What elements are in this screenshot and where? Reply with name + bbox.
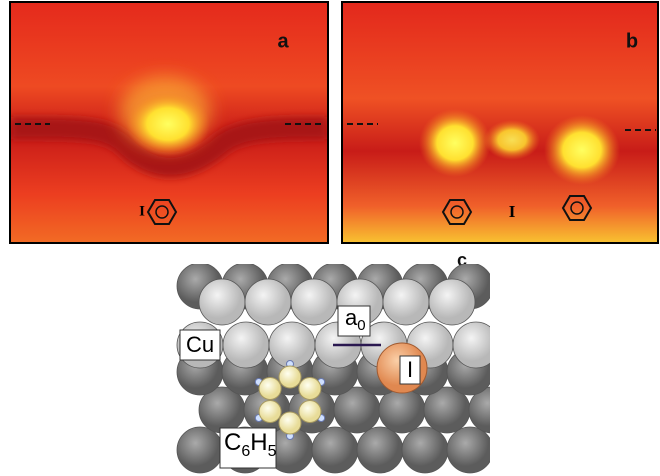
benzene-icon (441, 199, 473, 225)
cu-atom (428, 278, 476, 326)
label-box (399, 355, 421, 385)
cu-atom (198, 278, 246, 326)
label-box (337, 305, 371, 337)
panel-label: a (277, 30, 289, 52)
carbon-atom (278, 411, 302, 435)
lattice-main: a (345, 305, 358, 330)
substrate-label: Cu (186, 332, 214, 357)
carbon-atom (298, 377, 322, 400)
cu-atom (401, 426, 449, 474)
cu-atom (446, 426, 490, 474)
benzene-icon (155, 205, 169, 219)
cu-atom (311, 426, 359, 474)
benzene-icon (450, 205, 464, 219)
stm-image (11, 3, 327, 242)
stm-image (343, 3, 657, 242)
cu-atom (244, 278, 292, 326)
phenyl-part: H (250, 429, 267, 456)
carbon-atom (258, 377, 282, 400)
iodine-label: I (509, 202, 516, 221)
lattice-sub: 0 (357, 317, 365, 334)
carbon-atom (278, 365, 302, 389)
panel-label: c (457, 250, 467, 270)
cu-atom (452, 321, 490, 369)
labels: a0 Cu C6H5 I (179, 305, 421, 469)
label-box (179, 329, 221, 361)
panel-label: b (626, 30, 638, 52)
carbon-atom (298, 400, 322, 423)
cu-atom (176, 426, 224, 474)
lattice-label: a0 (345, 305, 366, 334)
cu-atom (382, 278, 430, 326)
cu-atom (222, 321, 270, 369)
phenyl-label: C6H5 (224, 429, 277, 460)
benzene-icon (561, 195, 593, 221)
cu-atom (356, 426, 404, 474)
benzene-icon (146, 199, 178, 225)
phenyl-part: 6 (241, 443, 250, 460)
cu-atom (468, 386, 490, 434)
phenyl-part: 5 (268, 443, 277, 460)
label-box (219, 427, 277, 469)
iodine-label: I (139, 203, 145, 219)
cu-atom (290, 278, 338, 326)
iodine-label: I (407, 357, 413, 382)
carbon-atom (258, 400, 282, 423)
benzene-icon (570, 201, 584, 215)
phenyl-part: C (224, 429, 241, 456)
